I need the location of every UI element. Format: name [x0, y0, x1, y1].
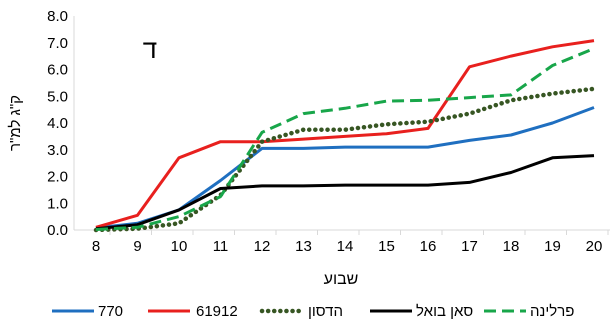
x-tick-label: 12	[254, 238, 271, 255]
y-tick-label: 3.0	[47, 142, 68, 159]
series-line-4	[95, 47, 595, 231]
y-tick-label: 1.0	[47, 195, 68, 212]
legend-label: פרלינה	[530, 303, 574, 320]
x-tick-label: 14	[337, 238, 354, 255]
panel-letter: ד	[120, 28, 180, 70]
legend-label: סאן בואל	[416, 303, 473, 320]
x-tick-label: 16	[420, 238, 437, 255]
x-tick-label: 13	[295, 238, 312, 255]
legend-label: 61912	[196, 303, 238, 320]
plot-lines	[93, 39, 597, 233]
y-tick-label: 4.0	[47, 115, 68, 132]
x-tick-label: 10	[171, 238, 188, 255]
x-tick-label: 8	[92, 238, 100, 255]
x-tick-label: 9	[133, 238, 141, 255]
y-axis: 0.0 1.0 2.0 3.0 4.0 5.0 6.0 7.0 8.0	[47, 8, 75, 239]
x-tick-label: 18	[503, 238, 520, 255]
y-tick-label: 5.0	[47, 88, 68, 105]
y-axis-label: ק"ג למ"ר	[7, 95, 24, 151]
series-line-2	[93, 86, 597, 233]
series-line-3	[95, 154, 595, 231]
legend-label: 770	[98, 303, 123, 320]
x-tick-label: 20	[586, 238, 603, 255]
legend-label: הדסון	[308, 303, 343, 320]
x-tick-label: 11	[213, 238, 229, 255]
y-tick-label: 6.0	[47, 62, 68, 79]
y-tick-label: 8.0	[47, 8, 68, 25]
series-line-1	[95, 39, 595, 229]
x-tick-label: 19	[544, 238, 561, 255]
x-axis-label: שבוע	[324, 271, 359, 288]
x-tick-label: 17	[461, 238, 478, 255]
y-tick-label: 0.0	[47, 222, 68, 239]
legend: 770 61912 הדסון סאן בואל פרלינה	[52, 303, 574, 320]
y-tick-label: 7.0	[47, 35, 68, 52]
x-axis: 8 9 10 11 12 13 14 15 16 17 18 19 20	[74, 229, 610, 255]
x-tick-label: 15	[378, 238, 395, 255]
y-tick-label: 2.0	[47, 169, 68, 186]
